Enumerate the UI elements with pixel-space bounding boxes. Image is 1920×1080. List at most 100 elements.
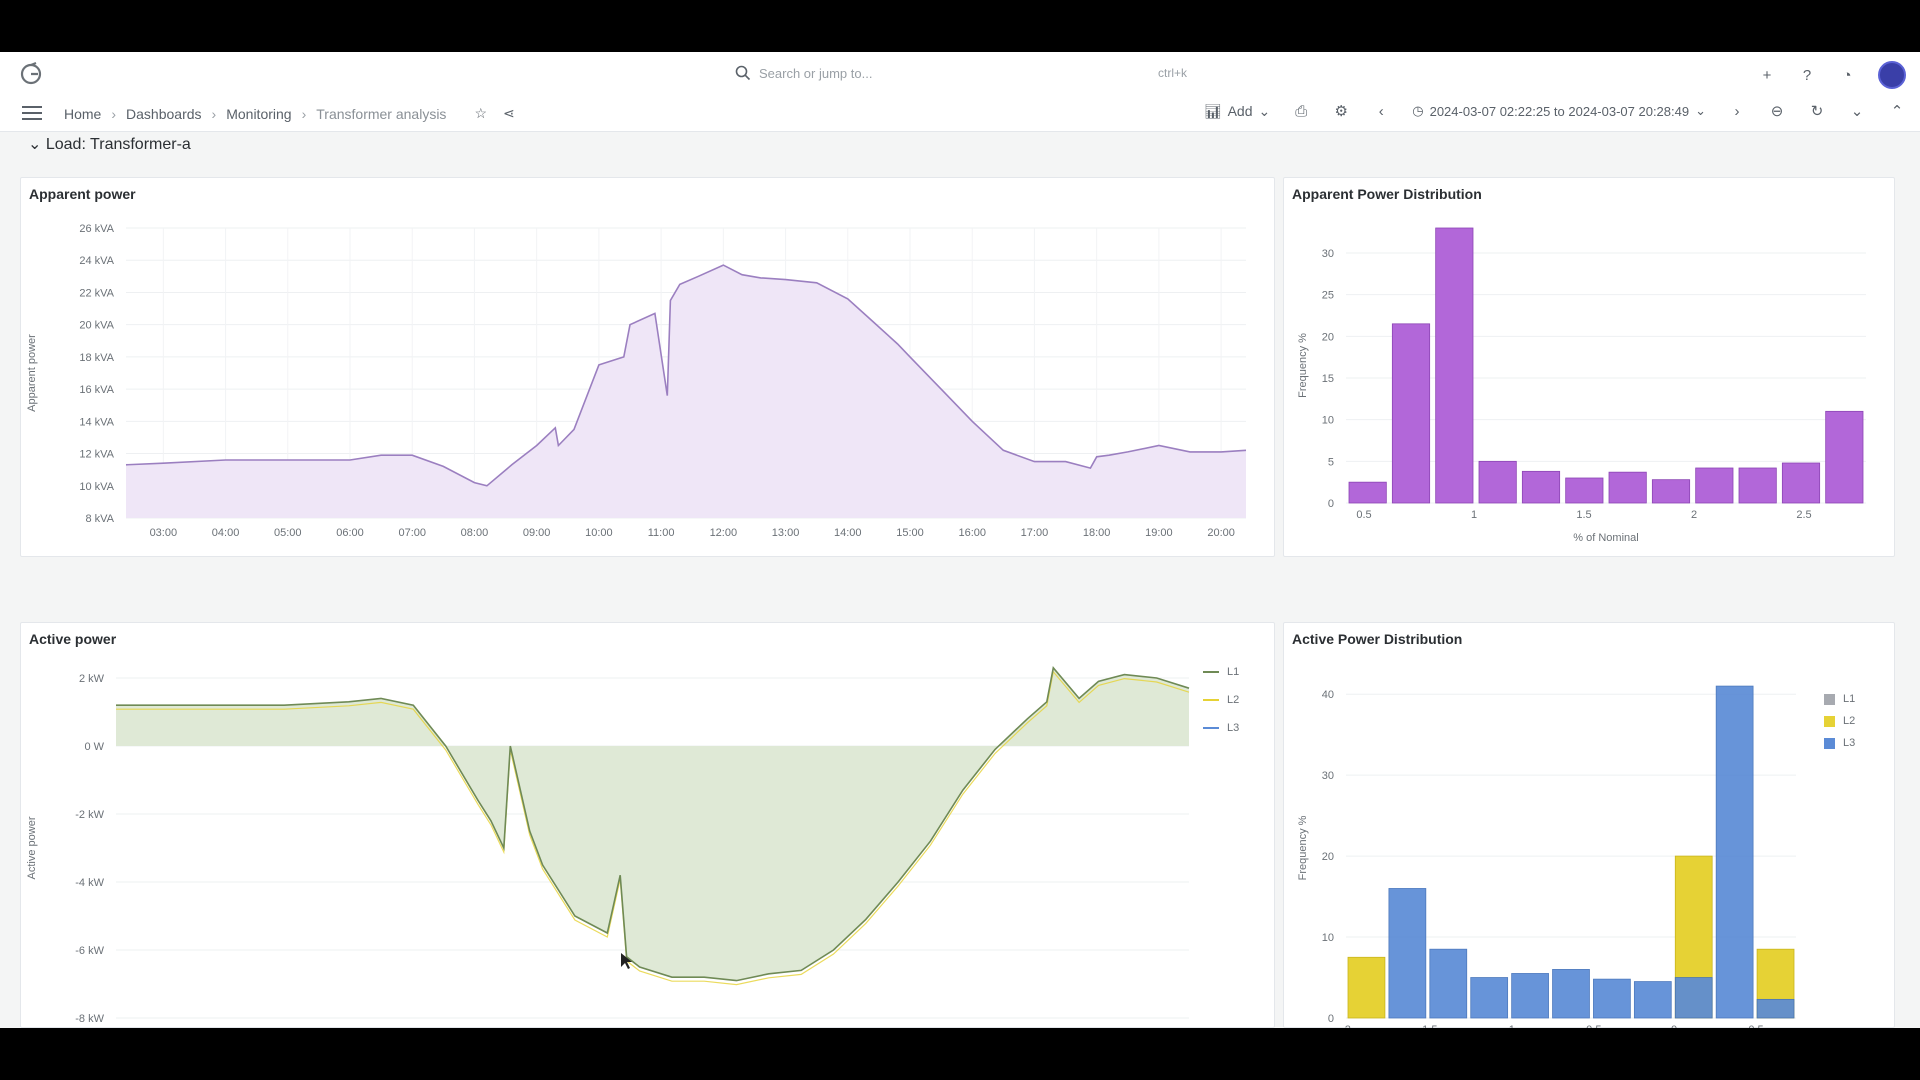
y-tick-label: -4 kW: [75, 877, 104, 889]
legend-swatch: [1203, 727, 1219, 729]
bar-l3: [1470, 977, 1509, 1019]
active-power-panel[interactable]: Active power 2 kW 0 W -2 kW -4 kW -6 kW -8 kW…: [20, 622, 1275, 1028]
bar-l3: [1593, 978, 1631, 1019]
x-tick-label: -2: [1341, 1024, 1351, 1028]
refresh-icon[interactable]: ↻: [1810, 103, 1824, 120]
legend-swatch: [1824, 693, 1835, 705]
y-tick-label: 0: [1328, 498, 1334, 510]
bar: [1521, 470, 1561, 504]
bar: [1695, 467, 1734, 504]
time-back-icon[interactable]: ‹: [1378, 102, 1384, 120]
search-bar[interactable]: Search or jump to... ctrl+k: [735, 60, 1195, 86]
y-tick-label: 0: [1328, 1013, 1334, 1025]
x-tick-label: 1.5: [1576, 509, 1591, 521]
x-tick-label: 12:00: [710, 527, 738, 539]
y-tick-label: -6 kW: [75, 945, 104, 957]
breadcrumb-monitoring[interactable]: Monitoring: [226, 105, 292, 122]
series-line: [125, 264, 1247, 487]
active-distribution-legend: L1 L2 L3: [1824, 688, 1855, 754]
x-tick-label: 16:00: [958, 527, 986, 539]
bar: [1825, 410, 1864, 504]
legend-label: L3: [1843, 737, 1856, 749]
x-tick-label: 03:00: [150, 527, 178, 539]
x-tick-label: 04:00: [212, 527, 240, 539]
panel-title: Active Power Distribution: [1292, 631, 1463, 647]
chevron-down-icon: ⌄: [1258, 102, 1271, 119]
search-shortcut: ctrl+k: [1157, 66, 1187, 80]
legend-swatch: [1203, 699, 1219, 701]
new-plus-icon[interactable]: +: [1762, 66, 1772, 84]
breadcrumb-separator: ›: [111, 105, 117, 122]
row-title[interactable]: ⌄ Load: Transformer-a: [28, 136, 191, 153]
y-tick-label: 0 W: [84, 741, 104, 753]
x-tick-label: 05:00: [274, 527, 302, 539]
x-tick-label: 17:00: [1021, 527, 1049, 539]
breadcrumb-home[interactable]: Home: [64, 105, 102, 122]
x-tick-label: -0.5: [1583, 1024, 1602, 1028]
time-forward-icon[interactable]: ›: [1734, 102, 1740, 120]
x-tick-label: 08:00: [461, 527, 489, 539]
x-tick-label: 10:00: [585, 527, 613, 539]
x-tick-label: 20:00: [1207, 527, 1235, 539]
bar: [1478, 460, 1517, 504]
apparent-distribution-panel[interactable]: Apparent Power Distribution 0 5 10 15 20 25 30…: [1283, 177, 1895, 557]
bar-l3: [1552, 969, 1590, 1019]
grafana-logo-icon[interactable]: [18, 61, 44, 87]
share-icon[interactable]: ⋖: [503, 105, 515, 121]
top-bar: Search or jump to... ctrl+k + ? ◔: [0, 52, 1920, 94]
legend-label: L3: [1227, 722, 1240, 734]
clock-icon: ◷: [1412, 103, 1424, 118]
bar: [1565, 477, 1604, 504]
add-button[interactable]: 📊︎ Add ⌄: [1204, 103, 1270, 120]
legend-swatch: [1824, 715, 1835, 727]
x-tick-label: 2: [1691, 509, 1697, 521]
top-actions: + ? ◔: [1758, 61, 1906, 89]
legend-item-l1[interactable]: L1: [1824, 688, 1855, 710]
legend-item-l2[interactable]: L2: [1824, 710, 1855, 732]
mouse-cursor-icon: [621, 953, 632, 969]
y-axis-label: Active power: [26, 816, 38, 879]
legend-item-l1[interactable]: L1: [1203, 658, 1239, 686]
y-tick-label: 25: [1322, 290, 1334, 302]
y-tick-label: -8 kW: [75, 1013, 104, 1025]
refresh-interval-chevron-icon[interactable]: ⌄: [1850, 103, 1864, 120]
collapse-icon[interactable]: ⌃: [1890, 103, 1904, 120]
settings-gear-icon[interactable]: ⚙: [1334, 103, 1348, 120]
y-tick-label: 18 kVA: [79, 352, 114, 364]
y-tick-label: 22 kVA: [79, 287, 114, 299]
time-range-picker[interactable]: ◷ 2024-03-07 02:22:25 to 2024-03-07 20:2…: [1412, 103, 1706, 119]
y-tick-label: 16 kVA: [79, 384, 114, 396]
legend-item-l2[interactable]: L2: [1203, 686, 1239, 714]
apparent-power-panel[interactable]: Apparent power 8 kVA 10 kVA 12 kVA 14 kVA 16…: [20, 177, 1275, 557]
y-tick-label: 20: [1322, 851, 1334, 863]
active-distribution-panel[interactable]: Active Power Distribution 0 10 20 30 40 -2 -1.…: [1283, 622, 1895, 1028]
chevron-down-icon: ⌄: [1695, 103, 1706, 118]
save-icon[interactable]: ⎙: [1295, 102, 1308, 120]
help-icon[interactable]: ?: [1802, 66, 1812, 84]
breadcrumb-dashboards[interactable]: Dashboards: [126, 105, 202, 122]
x-tick-label: 14:00: [834, 527, 862, 539]
time-range-text: 2024-03-07 02:22:25 to 2024-03-07 20:28:…: [1429, 103, 1690, 119]
panel-title: Active power: [29, 631, 117, 647]
bar: [1608, 471, 1647, 504]
bar: [1391, 323, 1431, 504]
y-axis-label: Frequency %: [1297, 815, 1309, 880]
zoom-out-icon[interactable]: ⊖: [1770, 103, 1784, 120]
news-rss-icon[interactable]: ◔: [1842, 66, 1852, 84]
x-tick-label: 13:00: [772, 527, 800, 539]
x-axis-label: % of Nominal: [1573, 532, 1638, 544]
legend-label: L2: [1227, 694, 1240, 706]
y-tick-label: 40: [1322, 689, 1334, 701]
legend-item-l3[interactable]: L3: [1824, 732, 1855, 754]
panel-title: Apparent power: [29, 186, 136, 202]
breadcrumb-separator: ›: [301, 105, 307, 122]
y-tick-label: 30: [1322, 248, 1334, 260]
search-placeholder: Search or jump to...: [759, 65, 873, 81]
star-icon[interactable]: ☆: [474, 105, 487, 121]
legend-swatch: [1824, 737, 1835, 749]
add-label: Add: [1227, 103, 1253, 119]
menu-icon[interactable]: [22, 105, 42, 121]
legend-label: L1: [1227, 666, 1240, 678]
user-avatar[interactable]: [1878, 61, 1906, 89]
legend-item-l3[interactable]: L3: [1203, 714, 1239, 742]
